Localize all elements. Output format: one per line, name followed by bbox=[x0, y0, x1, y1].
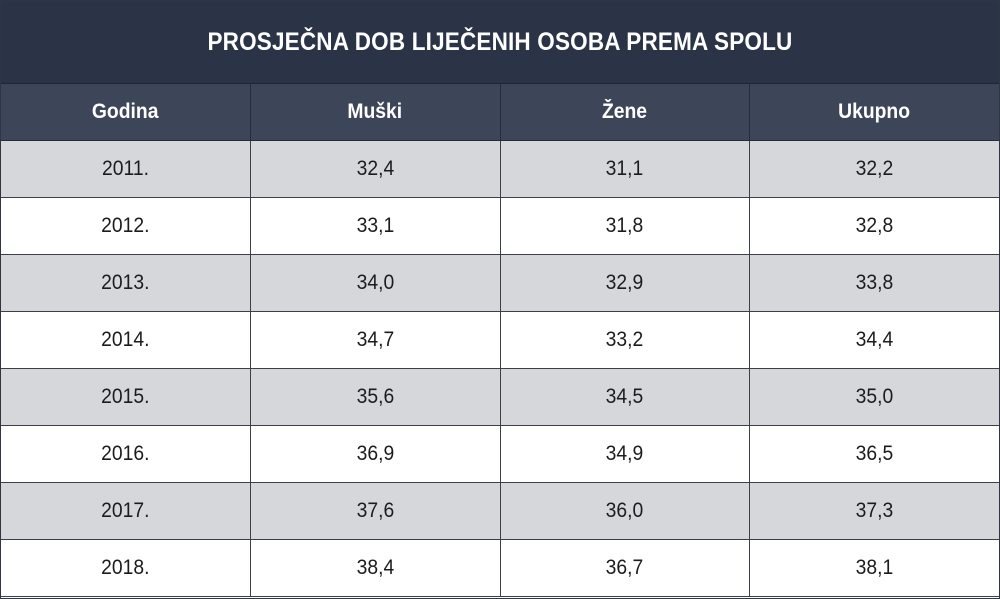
cell-godina-value: 2015. bbox=[101, 385, 150, 408]
cell-muski-value: 32,4 bbox=[356, 157, 395, 180]
cell-muski-value: 34,7 bbox=[356, 328, 395, 351]
table-row: 2012. 33,1 31,8 32,8 bbox=[1, 197, 999, 255]
table-row: 2018. 38,4 36,7 38,1 bbox=[1, 539, 999, 597]
cell-muski: 34,7 bbox=[250, 311, 501, 369]
cell-muski: 35,6 bbox=[250, 368, 501, 426]
cell-godina-value: 2012. bbox=[101, 214, 150, 237]
cell-zene: 33,2 bbox=[500, 311, 750, 369]
cell-zene-value: 36,0 bbox=[605, 499, 644, 522]
cell-godina-value: 2013. bbox=[101, 271, 150, 294]
cell-muski: 32,4 bbox=[250, 140, 501, 198]
table-row: 2016. 36,9 34,9 36,5 bbox=[1, 425, 999, 483]
cell-ukupno: 35,0 bbox=[749, 368, 999, 426]
cell-muski: 34,0 bbox=[250, 254, 501, 312]
cell-muski-value: 37,6 bbox=[356, 499, 395, 522]
cell-muski: 37,6 bbox=[250, 482, 501, 540]
cell-muski-value: 33,1 bbox=[356, 214, 395, 237]
table-row: 2013. 34,0 32,9 33,8 bbox=[1, 254, 999, 312]
cell-zene-value: 33,2 bbox=[605, 328, 644, 351]
cell-ukupno: 36,5 bbox=[749, 425, 999, 483]
header-row: Godina Muški Žene Ukupno bbox=[1, 84, 999, 141]
cell-godina-value: 2014. bbox=[101, 328, 150, 351]
table-row: 2011. 32,4 31,1 32,2 bbox=[1, 140, 999, 198]
cell-godina: 2016. bbox=[1, 425, 251, 483]
cell-godina: 2013. bbox=[1, 254, 251, 312]
cell-zene: 36,7 bbox=[500, 539, 750, 597]
table-body: 2011. 32,4 31,1 32,2 2012. 33,1 31,8 32,8 2013. 3… bbox=[1, 140, 999, 597]
cell-godina: 2018. bbox=[1, 539, 251, 597]
cell-zene-value: 34,9 bbox=[605, 442, 644, 465]
cell-zene: 31,8 bbox=[500, 197, 750, 255]
cell-ukupno: 33,8 bbox=[749, 254, 999, 312]
cell-zene: 32,9 bbox=[500, 254, 750, 312]
cell-muski: 33,1 bbox=[250, 197, 501, 255]
cell-zene-value: 31,1 bbox=[605, 157, 644, 180]
table-title-bar: PROSJEČNA DOB LIJEČENIH OSOBA PREMA SPOL… bbox=[1, 1, 999, 84]
table-row: 2014. 34,7 33,2 34,4 bbox=[1, 311, 999, 369]
cell-godina-value: 2016. bbox=[101, 442, 150, 465]
cell-godina: 2017. bbox=[1, 482, 251, 540]
cell-ukupno-value: 33,8 bbox=[855, 271, 894, 294]
cell-godina-value: 2018. bbox=[101, 556, 150, 579]
cell-ukupno-value: 34,4 bbox=[855, 328, 894, 351]
cell-ukupno-value: 36,5 bbox=[855, 442, 894, 465]
cell-godina: 2011. bbox=[1, 140, 251, 198]
cell-zene: 36,0 bbox=[500, 482, 750, 540]
cell-muski-value: 35,6 bbox=[356, 385, 395, 408]
cell-ukupno-value: 32,8 bbox=[855, 214, 894, 237]
cell-zene-value: 36,7 bbox=[605, 556, 644, 579]
cell-godina: 2015. bbox=[1, 368, 251, 426]
cell-ukupno-value: 35,0 bbox=[855, 385, 894, 408]
cell-godina-value: 2011. bbox=[102, 157, 149, 180]
table-title: PROSJEČNA DOB LIJEČENIH OSOBA PREMA SPOL… bbox=[207, 27, 793, 56]
table-row: 2015. 35,6 34,5 35,0 bbox=[1, 368, 999, 426]
column-header-ukupno: Ukupno bbox=[749, 84, 999, 141]
cell-zene-value: 34,5 bbox=[605, 385, 644, 408]
cell-ukupno-value: 37,3 bbox=[855, 499, 894, 522]
cell-ukupno: 32,8 bbox=[749, 197, 999, 255]
column-header-muski: Muški bbox=[250, 84, 501, 141]
cell-godina-value: 2017. bbox=[101, 499, 150, 522]
cell-muski: 38,4 bbox=[250, 539, 501, 597]
cell-muski-value: 38,4 bbox=[356, 556, 395, 579]
cell-zene-value: 31,8 bbox=[605, 214, 644, 237]
cell-zene: 34,9 bbox=[500, 425, 750, 483]
column-header-godina: Godina bbox=[1, 84, 251, 141]
table-row: 2017. 37,6 36,0 37,3 bbox=[1, 482, 999, 540]
cell-zene: 34,5 bbox=[500, 368, 750, 426]
cell-ukupno-value: 32,2 bbox=[855, 157, 894, 180]
cell-ukupno: 37,3 bbox=[749, 482, 999, 540]
cell-muski: 36,9 bbox=[250, 425, 501, 483]
cell-godina: 2012. bbox=[1, 197, 251, 255]
cell-zene: 31,1 bbox=[500, 140, 750, 198]
cell-ukupno: 38,1 bbox=[749, 539, 999, 597]
cell-ukupno-value: 38,1 bbox=[855, 556, 894, 579]
cell-ukupno: 34,4 bbox=[749, 311, 999, 369]
cell-muski-value: 34,0 bbox=[356, 271, 395, 294]
cell-muski-value: 36,9 bbox=[356, 442, 395, 465]
cell-godina: 2014. bbox=[1, 311, 251, 369]
cell-zene-value: 32,9 bbox=[605, 271, 644, 294]
table-header: Godina Muški Žene Ukupno bbox=[1, 84, 999, 141]
cell-ukupno: 32,2 bbox=[749, 140, 999, 198]
data-table: Godina Muški Žene Ukupno 2011. 32,4 31,1 32… bbox=[1, 84, 999, 597]
column-header-zene: Žene bbox=[500, 84, 750, 141]
